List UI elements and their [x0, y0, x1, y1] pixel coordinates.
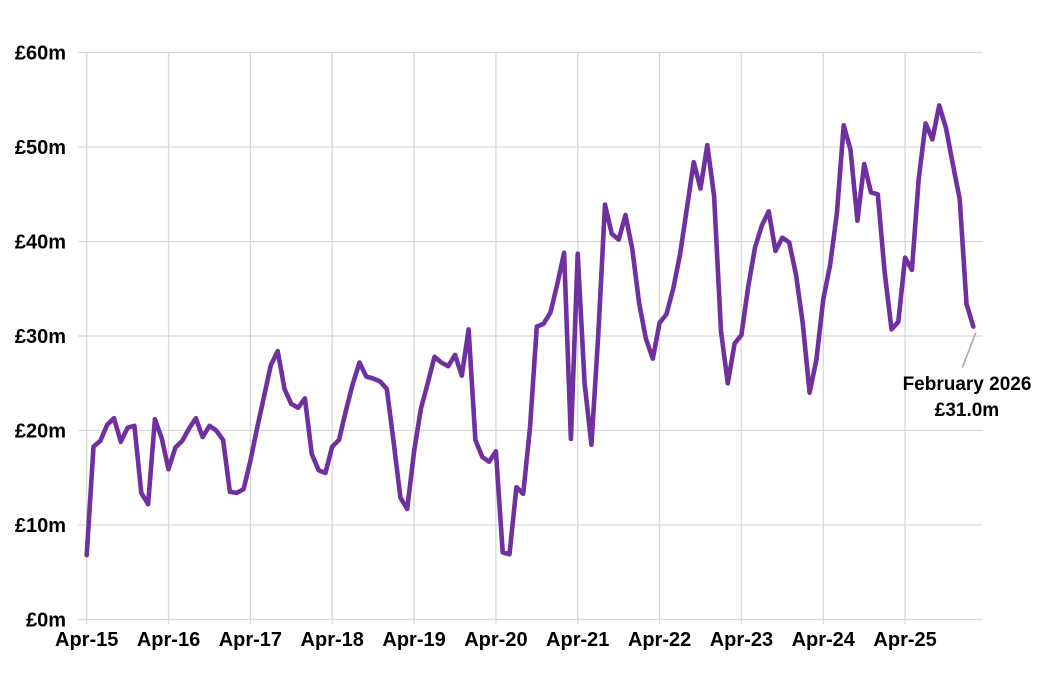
last-point-annotation: February 2026 £31.0m: [882, 372, 1043, 424]
y-axis-label: £60m: [15, 43, 66, 65]
x-axis-label: Apr-15: [55, 629, 118, 651]
x-axis-label: Apr-20: [464, 629, 527, 651]
y-axis-label: £30m: [15, 326, 66, 348]
y-axis-label: £0m: [26, 610, 66, 632]
data-line: [84, 103, 976, 558]
y-axis-label: £10m: [15, 515, 66, 537]
y-axis-label: £40m: [15, 232, 66, 254]
annotation-value-label: £31.0m: [934, 400, 1000, 421]
y-axis-label: £50m: [15, 137, 66, 159]
x-axis-label: Apr-25: [873, 629, 936, 651]
y-axis-label: £20m: [15, 421, 66, 443]
annotation-date-label: February 2026: [902, 374, 1032, 395]
x-axis-label: Apr-21: [546, 629, 609, 651]
x-axis-label: Apr-23: [710, 629, 773, 651]
x-axis-label: Apr-18: [301, 629, 364, 651]
x-axis-label: Apr-22: [628, 629, 691, 651]
x-axis-label: Apr-17: [219, 629, 282, 651]
x-axis-label: Apr-16: [137, 629, 200, 651]
x-axis-label: Apr-24: [792, 629, 856, 651]
annotation-leader-line: [961, 332, 977, 368]
x-axis-label: Apr-19: [382, 629, 445, 651]
